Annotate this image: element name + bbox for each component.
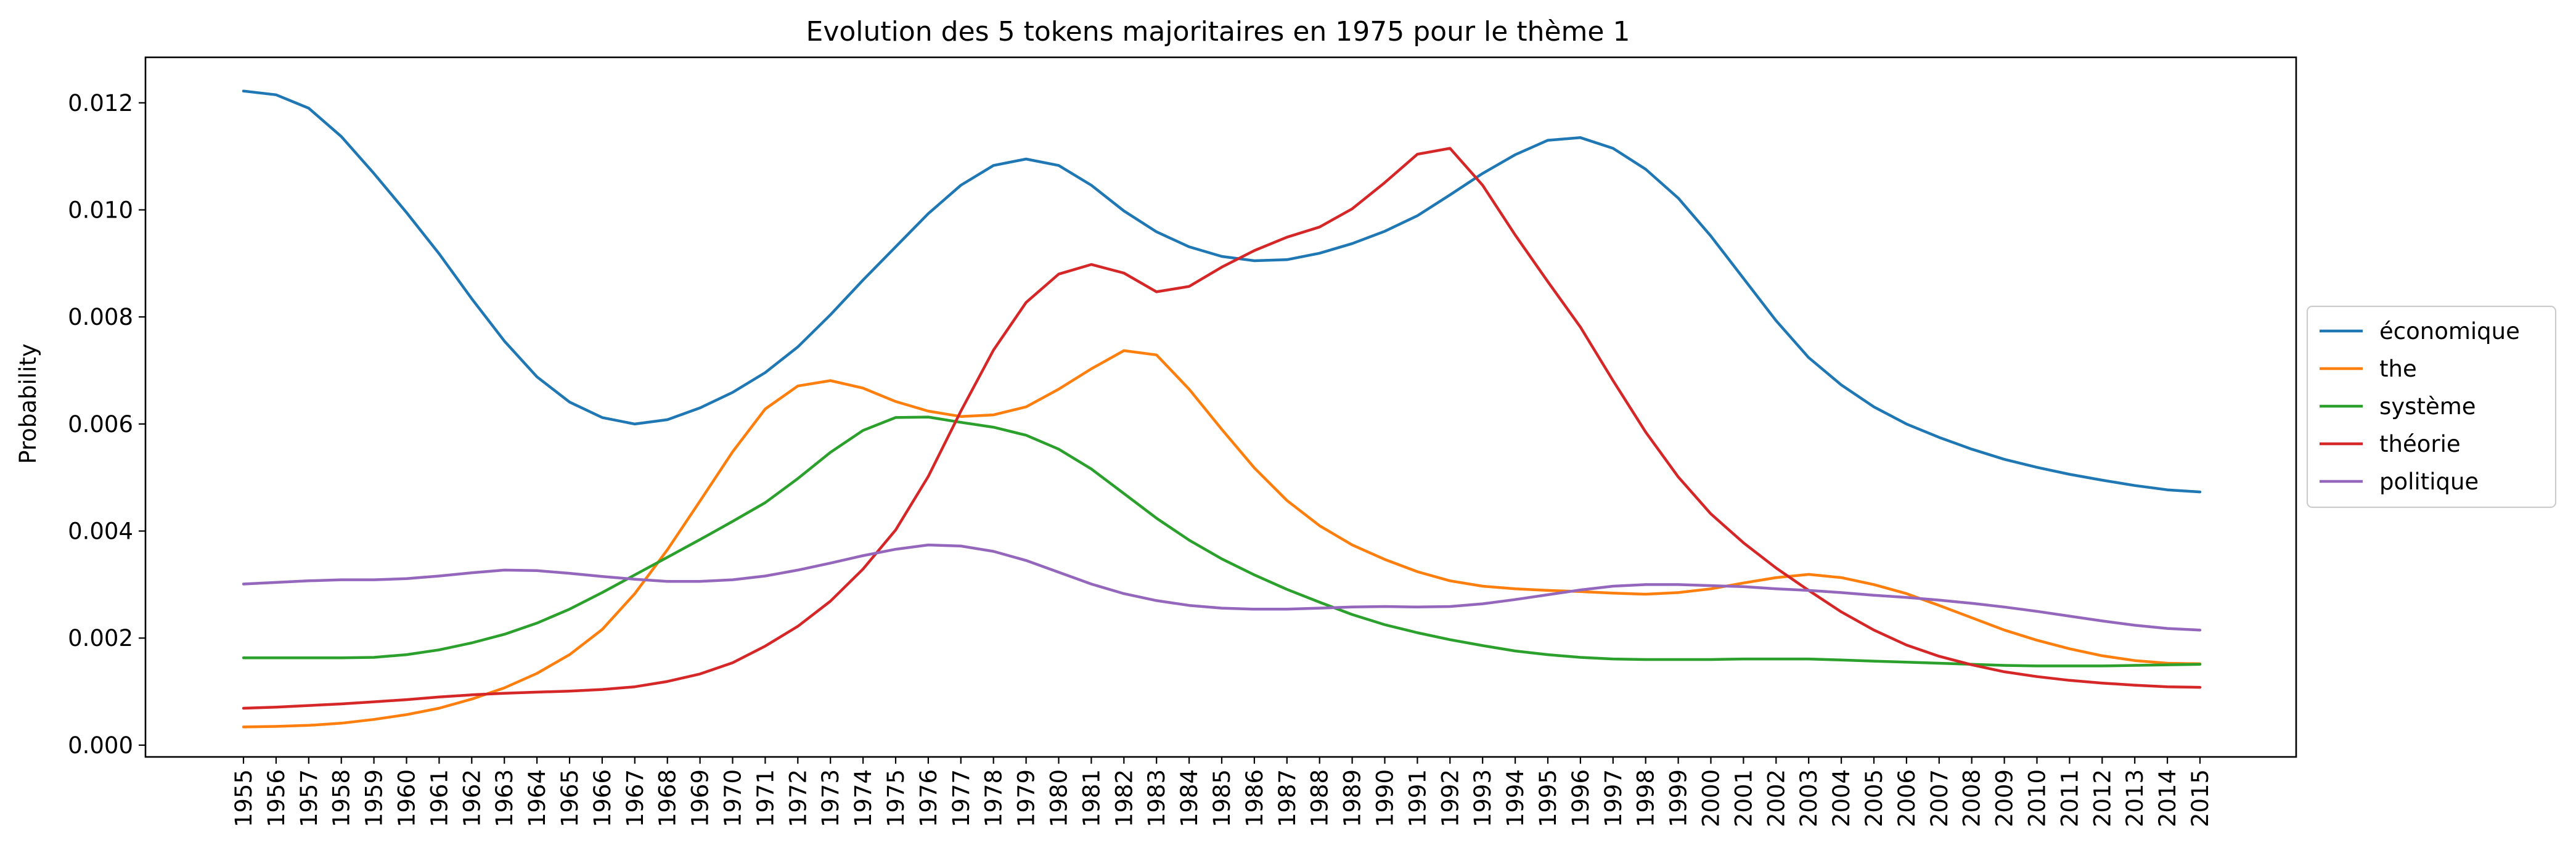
chart-title: Evolution des 5 tokens majoritaires en 1…	[806, 16, 1630, 47]
x-tick-label: 1995	[1535, 769, 1561, 827]
x-tick-label: 1962	[459, 769, 485, 827]
x-tick-label: 1970	[720, 769, 746, 827]
x-tick-label: 1972	[785, 769, 811, 827]
x-tick-label: 1957	[296, 769, 322, 827]
series-line-4	[242, 543, 2202, 632]
x-tick-label: 1986	[1241, 769, 1268, 827]
x-axis: 1955 1956 1957 1958 1959 1960 1961 1962 1963 1964…	[231, 757, 2214, 827]
plot-frame	[144, 56, 2297, 758]
x-tick-label: 1987	[1274, 769, 1301, 827]
x-tick-label: 1997	[1600, 769, 1627, 827]
x-tick-label: 1978	[981, 769, 1007, 827]
x-tick-label: 1973	[817, 769, 844, 827]
x-tick-label: 1958	[329, 769, 355, 827]
x-tick-label: 2011	[2056, 769, 2083, 827]
x-tick-label: 2005	[1861, 769, 1887, 827]
x-tick-label: 2015	[2187, 769, 2214, 827]
x-tick-label: 1984	[1176, 769, 1203, 827]
x-tick-label: 2013	[2122, 769, 2148, 827]
x-tick-label: 1996	[1568, 769, 1594, 827]
y-tick-label: 0.004	[68, 518, 133, 545]
x-tick-label: 1993	[1470, 769, 1496, 827]
series-line-2	[242, 415, 2202, 668]
x-tick-label: 1955	[231, 769, 257, 827]
x-tick-label: 1968	[655, 769, 681, 827]
x-tick-label: 1991	[1404, 769, 1431, 827]
x-tick-label: 1963	[491, 769, 518, 827]
y-tick-label: 0.008	[68, 304, 133, 330]
x-tick-label: 1956	[263, 769, 290, 827]
legend-label: économique	[2379, 318, 2520, 345]
x-tick-label: 1974	[850, 769, 877, 827]
series-line-0	[242, 89, 2202, 494]
x-tick-label: 2014	[2154, 769, 2181, 827]
x-tick-label: 1981	[1078, 769, 1105, 827]
y-tick-label: 0.012	[68, 90, 133, 116]
x-tick-label: 1971	[752, 769, 779, 827]
y-axis: 0.000 0.002 0.004 0.006 0.008 0.010 0.012	[68, 90, 145, 759]
x-tick-label: 1985	[1209, 769, 1235, 827]
x-tick-label: 1977	[948, 769, 975, 827]
series-lines	[242, 89, 2202, 729]
x-tick-label: 2004	[1828, 769, 1855, 827]
x-tick-label: 2003	[1796, 769, 1822, 827]
x-tick-label: 1969	[687, 769, 714, 827]
x-tick-label: 2012	[2089, 769, 2116, 827]
x-tick-label: 1959	[361, 769, 388, 827]
legend-label: système	[2379, 393, 2476, 420]
y-tick-label: 0.002	[68, 625, 133, 652]
x-tick-label: 1998	[1633, 769, 1659, 827]
x-tick-label: 2008	[1959, 769, 1985, 827]
x-tick-label: 1992	[1437, 769, 1463, 827]
x-tick-label: 2000	[1698, 769, 1725, 827]
x-tick-label: 2010	[2024, 769, 2051, 827]
x-tick-label: 1999	[1666, 769, 1692, 827]
x-tick-label: 1989	[1339, 769, 1366, 827]
legend: économique the système théorie politique	[2306, 305, 2557, 509]
x-tick-label: 2009	[1992, 769, 2018, 827]
x-tick-label: 2001	[1730, 769, 1757, 827]
x-tick-label: 1990	[1372, 769, 1399, 827]
x-tick-label: 1988	[1307, 769, 1333, 827]
x-tick-label: 2006	[1894, 769, 1920, 827]
y-tick-label: 0.006	[68, 411, 133, 438]
y-tick-label: 0.000	[68, 732, 133, 759]
x-tick-label: 1979	[1013, 769, 1040, 827]
y-axis-label: Probability	[15, 343, 41, 464]
series-line-1	[242, 349, 2202, 729]
x-tick-label: 1960	[394, 769, 420, 827]
legend-label: théorie	[2379, 431, 2461, 457]
x-tick-label: 1983	[1143, 769, 1170, 827]
series-line-3	[242, 147, 2202, 710]
plot-area	[144, 56, 2297, 758]
x-tick-label: 1980	[1046, 769, 1073, 827]
y-tick-label: 0.010	[68, 197, 133, 223]
x-tick-label: 2002	[1763, 769, 1789, 827]
x-tick-label: 1994	[1502, 769, 1529, 827]
x-tick-label: 1982	[1111, 769, 1137, 827]
x-tick-label: 1965	[557, 769, 583, 827]
legend-box	[2306, 305, 2557, 509]
x-tick-label: 1967	[622, 769, 648, 827]
x-tick-label: 1975	[883, 769, 909, 827]
legend-label: politique	[2379, 468, 2479, 495]
x-tick-label: 1976	[915, 769, 942, 827]
legend-label: the	[2379, 356, 2417, 382]
x-tick-label: 1961	[426, 769, 452, 827]
x-tick-label: 1966	[589, 769, 616, 827]
x-tick-label: 1964	[524, 769, 550, 827]
x-tick-label: 2007	[1926, 769, 1953, 827]
